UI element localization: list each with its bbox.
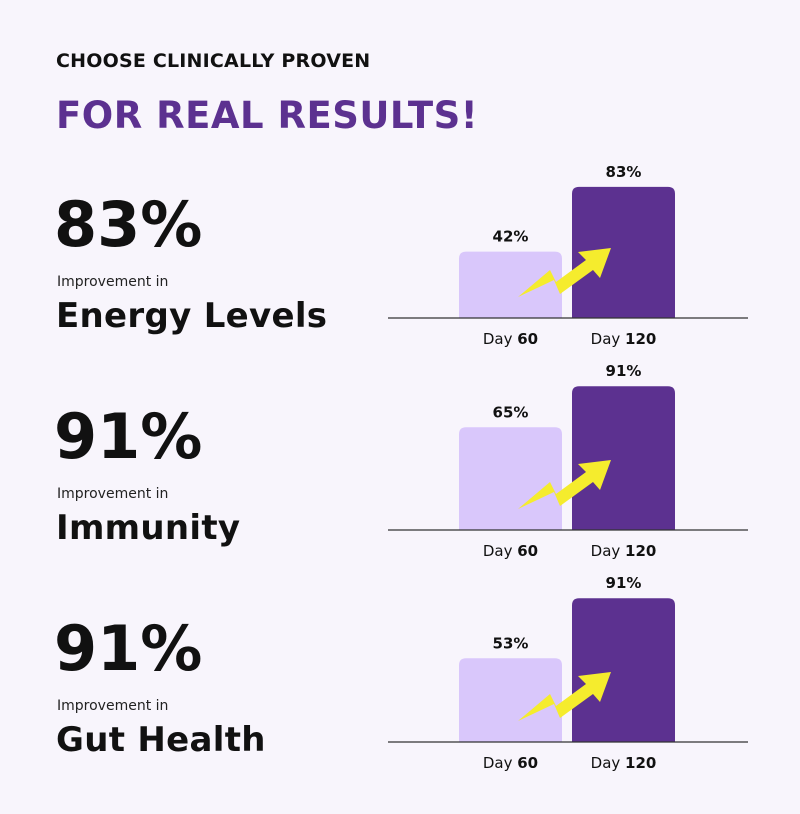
data-label: 91% [606,574,642,592]
tick-label: Day 120 [591,754,657,772]
data-label: 53% [493,634,529,652]
stat-row-energy: 83% Improvement in Energy Levels 42% Day … [0,163,800,390]
stat-percentage: 83% [54,188,203,261]
tick-label: Day 60 [483,542,538,560]
data-label: 83% [606,163,642,181]
bar-day-120 [572,186,675,318]
bar-day-120 [572,598,675,742]
stat-percentage: 91% [54,612,203,685]
stat-subtitle: Improvement in [57,698,169,714]
stat-row-immunity: 91% Improvement in Immunity 65% Day 60 91%… [0,362,800,602]
bar-day-120 [572,386,675,530]
stat-metric-name: Energy Levels [56,296,328,336]
data-label: 91% [606,362,642,380]
zigzag-up-arrow-icon [518,460,611,509]
stat-metric-name: Immunity [56,508,241,548]
data-label: 65% [493,403,529,421]
zigzag-up-arrow-icon [518,248,611,297]
bar-day-60 [459,427,562,530]
tick-label: Day 120 [591,542,657,560]
tick-label: Day 60 [483,330,538,348]
stat-subtitle: Improvement in [57,486,169,502]
bar-chart-energy: 42% Day 60 83% Day 120 [388,163,748,348]
tick-label: Day 60 [483,754,538,772]
stat-percentage: 91% [54,400,203,473]
bar-day-60 [459,251,562,318]
eyebrow-title: CHOOSE CLINICALLY PROVEN [56,50,371,72]
stat-row-gut-health: 91% Improvement in Gut Health 53% Day 60 9… [0,574,800,814]
bar-day-60 [459,658,562,742]
bar-chart-immunity: 65% Day 60 91% Day 120 [388,362,748,560]
tick-label: Day 120 [591,330,657,348]
bar-chart-gut-health: 53% Day 60 91% Day 120 [388,574,748,772]
zigzag-up-arrow-icon [518,672,611,721]
data-label: 42% [493,228,529,246]
stat-metric-name: Gut Health [56,720,266,760]
headline: FOR REAL RESULTS! [56,94,479,137]
stat-subtitle: Improvement in [57,274,169,290]
